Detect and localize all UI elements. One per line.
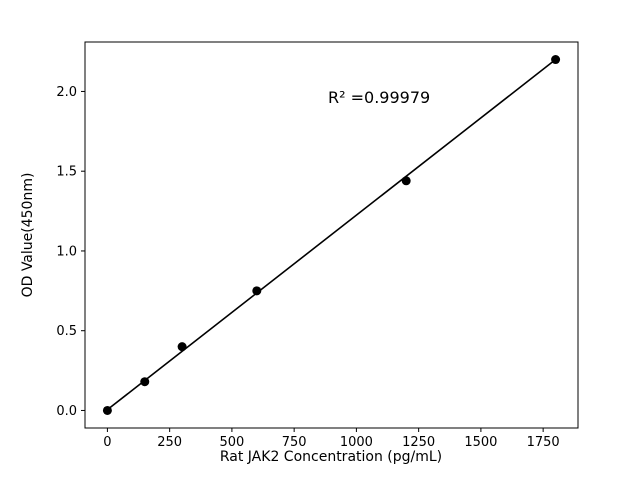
x-tick-label: 1500: [464, 435, 497, 450]
y-axis-label: OD Value(450nm): [20, 172, 36, 298]
plot-border: [84, 41, 579, 429]
data-point: [551, 55, 561, 65]
y-tick-label: 0.0: [56, 404, 77, 419]
y-tick-label: 1.0: [56, 244, 77, 259]
y-tick-label: 1.5: [56, 165, 77, 180]
data-point: [401, 176, 411, 186]
data-point: [102, 405, 112, 415]
data-point: [140, 377, 150, 387]
y-tick-label: 0.5: [56, 324, 77, 339]
trend-line: [106, 58, 557, 411]
x-tick-label: 750: [282, 435, 307, 450]
r-squared-annotation: R² =0.99979: [328, 88, 431, 107]
y-tick-label: 2.0: [56, 85, 77, 100]
x-tick-label: 1750: [527, 435, 560, 450]
x-tick-label: 250: [157, 435, 182, 450]
x-tick-label: 500: [219, 435, 244, 450]
data-point: [252, 286, 262, 296]
data-point: [177, 342, 187, 352]
x-axis-label: Rat JAK2 Concentration (pg/mL): [219, 449, 443, 465]
x-tick-label: 0: [103, 435, 111, 450]
x-tick-label: 1250: [402, 435, 435, 450]
x-tick-label: 1000: [340, 435, 373, 450]
